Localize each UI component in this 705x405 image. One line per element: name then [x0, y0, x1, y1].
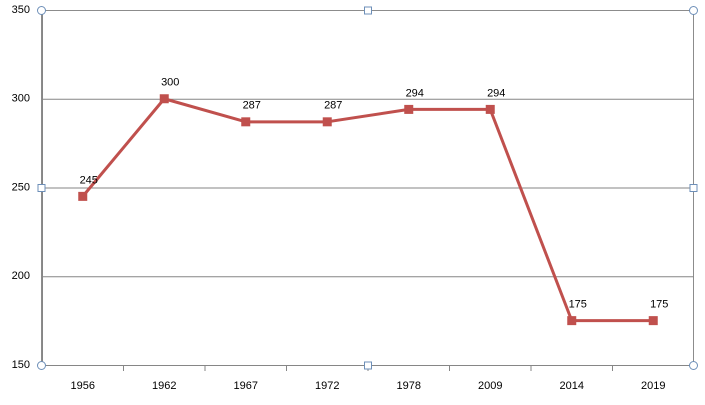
x-tick-label: 2014 [560, 380, 584, 392]
line [81, 97, 654, 323]
data-label: 245 [80, 174, 98, 186]
y-tick-label: 250 [12, 181, 30, 193]
data-label: 294 [406, 87, 424, 99]
x-tick-label: 1972 [315, 380, 339, 392]
marker [485, 104, 495, 114]
handle [689, 6, 698, 15]
x-tick-label: 1978 [397, 380, 421, 392]
y-tick-label: 150 [12, 359, 30, 371]
handle [364, 6, 372, 15]
handle [689, 361, 698, 370]
data-label: 175 [650, 299, 668, 311]
handle [37, 184, 46, 192]
x-tick-label: 1962 [152, 380, 176, 392]
handle [37, 6, 46, 15]
x-tick-label: 2009 [478, 380, 502, 392]
marker [322, 117, 332, 127]
data-label: 300 [161, 77, 179, 89]
plot-area: 150 200 250 300 350 1956 1962 1967 1972 1978 2009 2… [12, 4, 694, 392]
data-label: 175 [569, 299, 587, 311]
x-tick-label: 1967 [234, 380, 258, 392]
handle [364, 361, 372, 370]
marker [567, 316, 577, 326]
y-tick-label: 200 [12, 270, 30, 282]
x-tick-label: 1956 [71, 380, 95, 392]
y-tick-label: 300 [12, 93, 30, 105]
data-label: 287 [324, 100, 342, 112]
y-tick-label: 350 [12, 4, 30, 16]
marker [159, 94, 169, 104]
handle [689, 184, 698, 192]
x-tick-label: 2019 [641, 380, 665, 392]
marker [241, 117, 251, 127]
data-label: 287 [243, 100, 261, 112]
handle [37, 361, 46, 370]
data-label: 294 [487, 87, 505, 99]
selection-handles [37, 6, 698, 370]
marker [404, 104, 414, 114]
marker [648, 316, 658, 326]
marker [78, 191, 88, 201]
